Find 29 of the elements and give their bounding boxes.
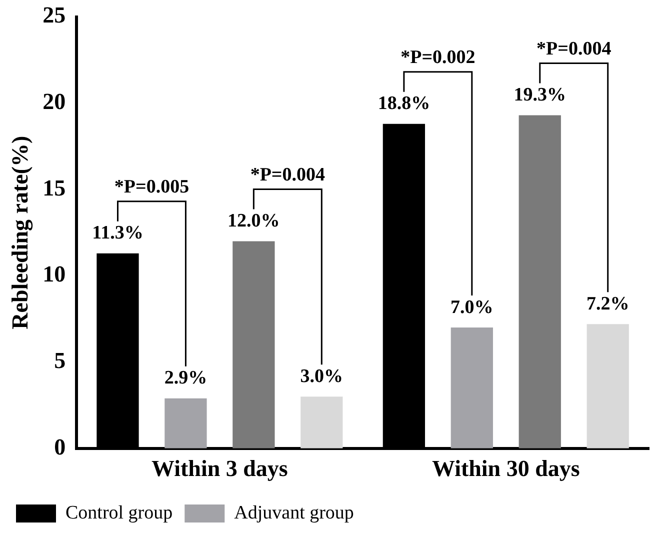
data-label: 2.9%	[164, 368, 208, 389]
y-tick-label: 15	[42, 175, 66, 200]
y-tick-label: 10	[42, 262, 66, 287]
y-tick-label: 25	[42, 2, 66, 28]
x-tick-label: Within 3 days	[152, 456, 288, 482]
data-label: 7.0%	[450, 296, 494, 318]
bar	[164, 398, 207, 448]
y-tick-label: 20	[42, 89, 66, 114]
y-axis-title: Rebleeding rate(%)	[8, 136, 34, 330]
y-tick-label: 0	[54, 434, 66, 460]
bar	[450, 328, 493, 448]
data-label: 12.0%	[228, 210, 280, 232]
data-label: 3.0%	[300, 366, 344, 388]
bar	[232, 241, 275, 448]
y-tick-label: 5	[54, 348, 66, 374]
data-label: 18.8%	[378, 93, 430, 114]
bar	[300, 396, 343, 448]
data-label: 11.3%	[92, 222, 144, 244]
legend-label: Adjuvant group	[234, 502, 354, 524]
annotation: *P=0.002	[400, 47, 476, 68]
bar	[518, 115, 561, 448]
bar	[586, 324, 629, 448]
legend-label: Control group	[66, 502, 173, 524]
annotation: *P=0.004	[250, 164, 326, 186]
annotation: *P=0.004	[536, 38, 612, 60]
data-label: 7.2%	[586, 294, 630, 315]
annotation: *P=0.005	[114, 176, 190, 198]
data-label: 19.3%	[514, 84, 566, 106]
x-tick-label: Within 30 days	[432, 456, 580, 482]
